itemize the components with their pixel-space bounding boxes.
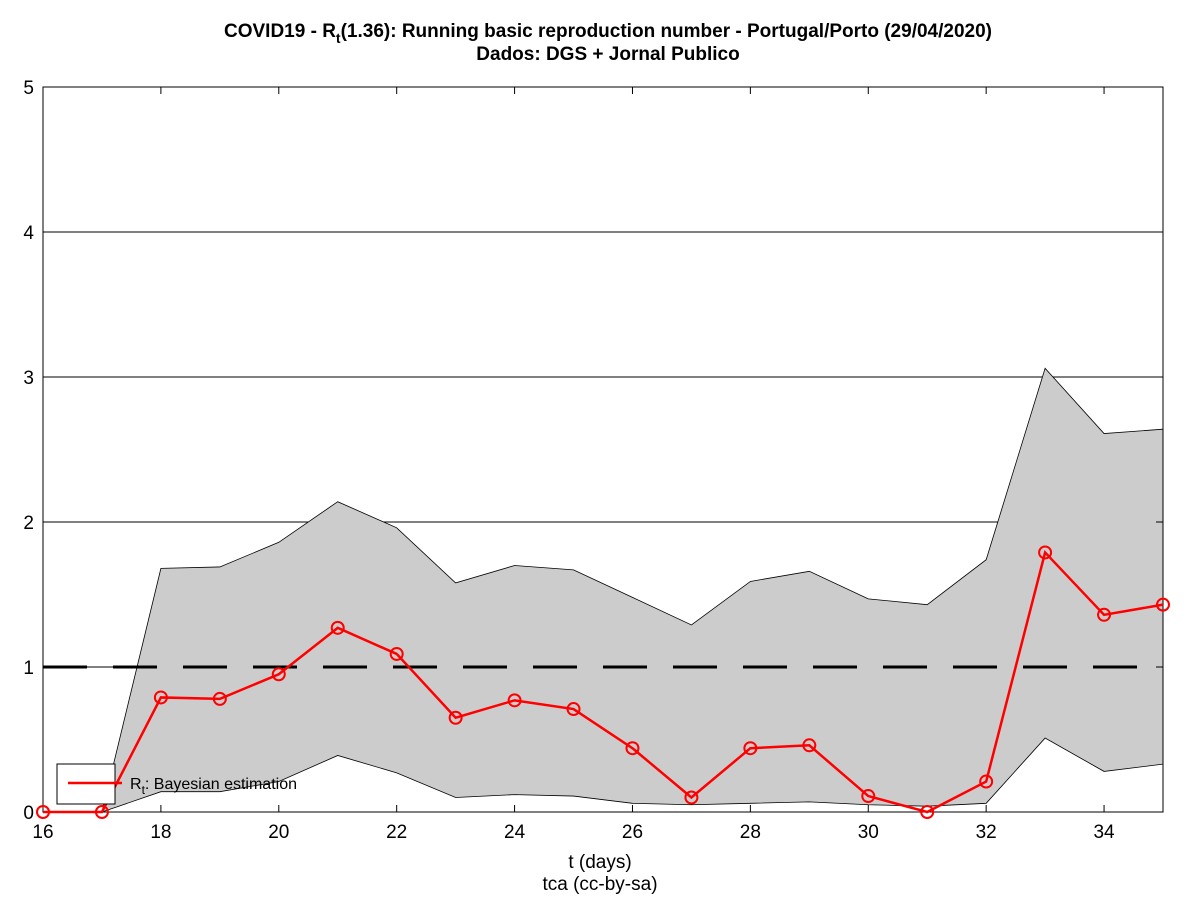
data-point [861, 789, 876, 804]
x-axis-label: t (days) [568, 852, 631, 873]
chart-title: COVID19 - Rt(1.36): Running basic reprod… [224, 21, 992, 46]
x-tick-label: 20 [268, 822, 289, 843]
x-tick-label: 16 [32, 822, 53, 843]
y-tick-label: 1 [23, 658, 34, 679]
y-tick-label: 5 [23, 78, 34, 99]
data-point [979, 774, 994, 789]
x-tick-label: 30 [858, 822, 879, 843]
data-point [94, 805, 109, 819]
legend: Rt: Bayesian estimation [56, 763, 297, 805]
x-tick-label: 32 [976, 822, 997, 843]
y-tick-label: 4 [23, 223, 34, 244]
data-point [1097, 607, 1112, 622]
x-tick-label: 24 [504, 822, 526, 843]
x-tick-label: 22 [386, 822, 407, 843]
band-upper-line [43, 367, 1164, 813]
y-tick-label: 2 [23, 513, 34, 534]
data-point [1038, 545, 1053, 560]
x-tick-label: 34 [1093, 822, 1115, 843]
data-point [330, 620, 345, 635]
data-point [448, 710, 463, 725]
data-point [507, 693, 522, 708]
band-lower-line [43, 737, 1164, 813]
x-tick-label: 26 [622, 822, 643, 843]
credit-label: tca (cc-by-sa) [542, 874, 657, 895]
axes-frame [42, 86, 1164, 813]
data-point [625, 741, 640, 756]
legend-label: Rt: Bayesian estimation [130, 776, 297, 797]
x-tick-label: 18 [150, 822, 171, 843]
data-point [212, 691, 227, 706]
data-point [743, 741, 758, 756]
data-point [389, 646, 404, 661]
data-point [566, 702, 581, 717]
data-point [1156, 597, 1170, 612]
data-point [153, 690, 168, 705]
y-tick-label: 3 [23, 368, 34, 389]
x-tick-label: 28 [740, 822, 761, 843]
data-point [36, 805, 50, 819]
data-point [920, 805, 935, 819]
data-point [684, 790, 699, 805]
chart-subtitle: Dados: DGS + Jornal Publico [476, 44, 739, 65]
confidence-band [43, 368, 1163, 812]
data-point [802, 738, 817, 753]
y-tick-label: 0 [23, 803, 34, 824]
data-point [271, 667, 286, 682]
series-line-rt [43, 549, 1164, 814]
